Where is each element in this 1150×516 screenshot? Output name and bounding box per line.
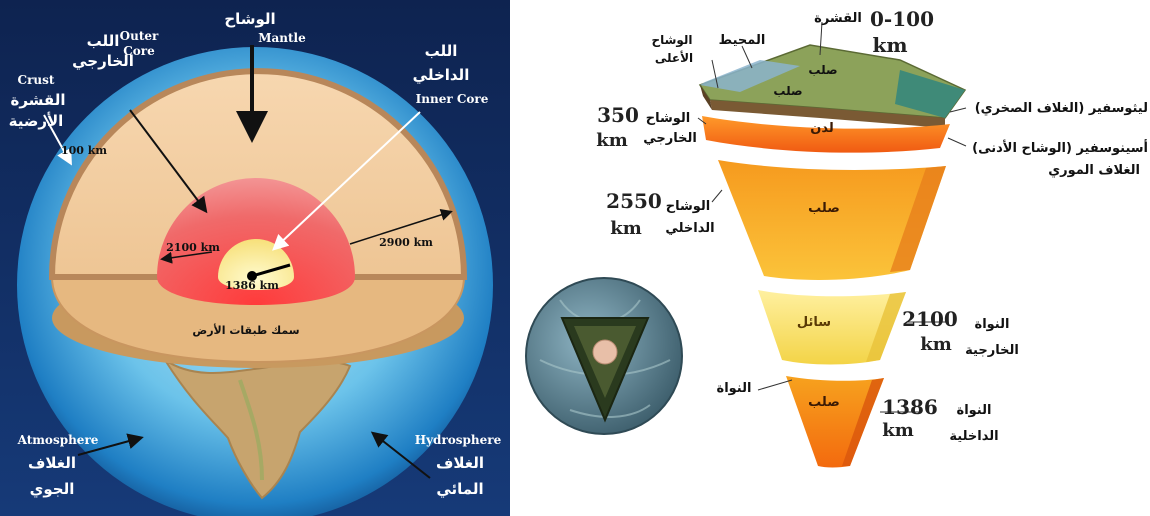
core-leader — [757, 379, 793, 391]
moho-label: الغلاف الموري — [1048, 163, 1140, 178]
outer-core-radius-arrow — [160, 251, 213, 264]
atmosphere-arrow — [77, 433, 144, 456]
inner-core-label-2: الداخلية — [949, 429, 998, 444]
inner-mantle-label-2: الداخلي — [665, 221, 714, 236]
right-layer-wedge: 0-100 km القشرة المحيط الوشاح الأعلى صلب… — [525, 7, 1148, 468]
atmosphere-label-ar-1: الغلاف — [28, 454, 76, 472]
outer-core-arrow — [129, 109, 208, 214]
inner-mantle-km-unit: km — [610, 218, 642, 239]
crust-label: القشرة — [814, 11, 862, 26]
outer-mantle-label-1: الوشاح — [646, 111, 691, 126]
asthenosphere-leader — [947, 137, 967, 147]
globe-core — [592, 339, 618, 365]
outer-core-label-2: الخارجية — [965, 343, 1019, 358]
crust-label-en: Crust — [18, 73, 55, 87]
outer-mantle-leader — [697, 117, 707, 125]
ocean-label: المحيط — [719, 33, 766, 48]
atmosphere-label-ar-2: الجوي — [30, 480, 75, 499]
inner-mantle-slab — [718, 160, 946, 280]
inner-core-solid-label: صلب — [808, 395, 840, 410]
lithosphere-solid-label: صلب — [773, 84, 802, 98]
inner-mantle-label-1: الوشاح — [666, 199, 711, 214]
hydrosphere-label-ar-1: الغلاف — [436, 454, 484, 472]
outer-core-slab — [758, 290, 906, 365]
continent-terrain — [238, 379, 264, 481]
inner-core-slab — [786, 376, 884, 468]
outer-core-liquid-label: سائل — [797, 315, 831, 330]
crust-label-ar-2: الأرضية — [9, 112, 64, 130]
outer-core-label-ar-2: الخارجي — [72, 52, 134, 70]
lithosphere-leader — [949, 107, 967, 113]
ocean-surface — [700, 60, 800, 92]
hydrosphere-label-ar-2: المائي — [436, 480, 483, 498]
outer-mantle-km-value: 350 — [597, 103, 639, 127]
outer-core-radius-label: 2100 km — [166, 241, 220, 254]
outer-core-side — [866, 292, 906, 362]
inner-core-label-en: Inner Core — [416, 92, 489, 106]
upper-mantle-label-2: الأعلى — [655, 50, 693, 65]
cutaway-base — [50, 276, 466, 364]
crust-arrow — [43, 114, 72, 166]
ocean-leader — [741, 45, 753, 69]
crust-km-value: 0-100 — [870, 7, 934, 31]
core-label: النواة — [717, 381, 752, 396]
lithosphere-label: ليثوسفير (الغلاف الصخري) — [975, 101, 1148, 116]
hydrosphere-arrow — [370, 431, 431, 479]
mantle-dome — [48, 68, 468, 280]
asthenosphere-slab — [702, 116, 950, 153]
outer-core-label-ar-1: اللب — [87, 32, 120, 50]
outer-core-km-unit: km — [920, 334, 952, 355]
crust-thickness-label: 100 km — [61, 144, 107, 157]
inner-core-radius-line — [251, 263, 291, 278]
mantle-thickness-arrow — [349, 209, 453, 245]
upper-mantle-label-1: الوشاح — [651, 33, 692, 48]
left-earth-cutaway: الوشاح Mantle اللب الخارجي Outer Core ال… — [0, 0, 510, 516]
inner-core — [218, 239, 294, 290]
crust-edge — [710, 100, 945, 128]
mantle-label-ar: الوشاح — [224, 10, 275, 28]
crust-edge-left — [700, 85, 712, 110]
inner-mantle-side — [890, 166, 946, 272]
inner-core-label-ar-2: الداخلي — [413, 66, 470, 84]
mantle-label-en: Mantle — [258, 31, 306, 45]
crust-solid-label: صلب — [808, 63, 837, 77]
outer-mantle-label-2: الخارجي — [643, 131, 697, 146]
inner-core-radius-label: 1386 km — [225, 279, 279, 292]
crust-side-face — [895, 70, 965, 118]
crust-label-ar-1: القشرة — [10, 91, 65, 109]
outer-core-km-value: 2100 — [902, 307, 958, 331]
crust-leader — [819, 21, 823, 56]
inner-core-km-unit: km — [882, 420, 914, 441]
hydrosphere-label-en: Hydrosphere — [415, 433, 502, 447]
asthenosphere-plastic-label: لدن — [810, 121, 834, 136]
inner-core-label-ar-1: اللب — [425, 42, 458, 60]
inner-core-side — [842, 378, 884, 466]
inner-core-km-value: 1386 — [882, 395, 938, 419]
outer-mantle-km-unit: km — [596, 130, 628, 151]
asthenosphere-label: أسينوسفير (الوشاح الأدنى) — [972, 139, 1148, 156]
thickness-caption: سمك طبقات الأرض — [192, 323, 299, 337]
upper-mantle-leader — [711, 59, 719, 89]
inner-mantle-km-value: 2550 — [606, 189, 662, 213]
outer-core-label-en-2: Core — [123, 44, 155, 58]
outer-core-label-1: النواة — [975, 317, 1010, 332]
inner-mantle-leader — [711, 189, 723, 203]
inner-core-label-1: النواة — [957, 403, 992, 418]
inner-mantle-solid-label: صلب — [808, 201, 840, 216]
crust-km-unit: km — [872, 33, 907, 57]
atmosphere-label-en: Atmosphere — [17, 433, 99, 447]
mantle-thickness-label: 2900 km — [379, 236, 433, 249]
inner-core-arrow — [272, 111, 421, 251]
outer-core-label-en-1: Outer — [120, 29, 159, 43]
